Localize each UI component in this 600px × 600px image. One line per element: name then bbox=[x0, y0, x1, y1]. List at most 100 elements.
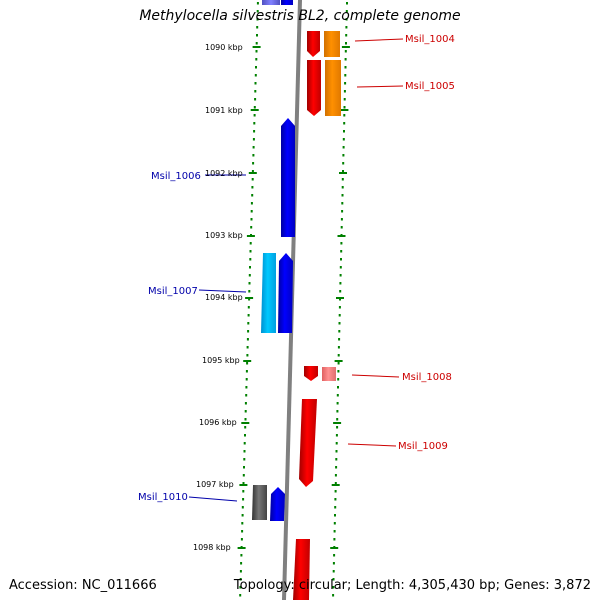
track-dots bbox=[239, 2, 348, 597]
track-dot bbox=[243, 450, 246, 453]
track-dot bbox=[335, 458, 338, 461]
track-dot bbox=[254, 98, 257, 101]
track-dot bbox=[244, 410, 247, 413]
track-dot bbox=[339, 274, 342, 277]
track-dot bbox=[239, 578, 242, 581]
gene-label-msil-1008: Msil_1008 bbox=[402, 372, 452, 383]
track-dot bbox=[242, 498, 245, 501]
track-dot bbox=[342, 170, 344, 173]
track-dot bbox=[252, 154, 255, 157]
track-dot bbox=[336, 418, 339, 421]
track-dot bbox=[244, 418, 247, 421]
track-dot bbox=[249, 242, 252, 245]
gene-label-msil-1006: Msil_1006 bbox=[151, 171, 201, 182]
gene-arrow-msil-1004-orange bbox=[324, 31, 340, 57]
track-dot bbox=[334, 514, 336, 517]
track-dot bbox=[345, 42, 347, 45]
track-dot bbox=[345, 18, 348, 21]
track-dot bbox=[246, 346, 249, 349]
track-dot bbox=[240, 554, 243, 557]
track-dot bbox=[254, 74, 257, 77]
track-dot bbox=[332, 578, 335, 581]
track-dot bbox=[339, 266, 342, 269]
outer-tick bbox=[341, 46, 350, 48]
track-dot bbox=[337, 362, 340, 365]
track-dot bbox=[239, 586, 242, 589]
outer-tick bbox=[331, 484, 340, 486]
track-dot bbox=[239, 594, 242, 597]
track-dot bbox=[255, 58, 258, 61]
track-dot bbox=[241, 514, 244, 517]
track-dot bbox=[240, 562, 243, 565]
track-dot bbox=[334, 490, 337, 493]
track-dot bbox=[338, 314, 341, 317]
tick-label: 1095 kbp bbox=[202, 356, 240, 365]
track-dot bbox=[343, 114, 346, 117]
track-dot bbox=[256, 26, 259, 29]
outer-tick bbox=[333, 422, 342, 424]
track-dot bbox=[339, 282, 342, 285]
track-dot bbox=[253, 106, 256, 109]
tick-label: 1094 kbp bbox=[205, 293, 243, 302]
track-dot bbox=[241, 530, 244, 533]
tick-label: 1098 kbp bbox=[193, 543, 231, 552]
tick-label: 1093 kbp bbox=[205, 231, 243, 240]
track-dot bbox=[332, 594, 335, 597]
track-dot bbox=[245, 394, 248, 397]
outer-tick bbox=[339, 172, 347, 174]
major-tick bbox=[237, 547, 246, 549]
track-dot bbox=[332, 570, 335, 573]
track-dot bbox=[337, 370, 340, 373]
track-dot bbox=[334, 482, 337, 485]
track-dot bbox=[338, 338, 341, 341]
track-dot bbox=[336, 426, 339, 429]
track-dot bbox=[248, 274, 251, 277]
major-tick bbox=[243, 360, 252, 362]
gene-arrow-msil-1009 bbox=[299, 399, 317, 487]
track-dot bbox=[247, 322, 250, 325]
track-dot bbox=[251, 170, 254, 173]
track-dot bbox=[341, 194, 344, 197]
track-dot bbox=[337, 354, 340, 357]
gene-arrow bbox=[293, 539, 310, 600]
track-dot bbox=[338, 330, 341, 333]
track-dot bbox=[334, 506, 337, 509]
track-dot bbox=[244, 402, 247, 405]
track-dot bbox=[252, 138, 255, 141]
track-dot bbox=[240, 538, 243, 541]
gene-arrow-msil-1005 bbox=[307, 60, 321, 116]
track-dot bbox=[247, 330, 250, 333]
track-dot bbox=[256, 34, 258, 37]
track-dot bbox=[333, 530, 336, 533]
gene-arrow-msil-1008-light bbox=[322, 367, 336, 381]
track-dot bbox=[342, 138, 345, 141]
scale-ticks bbox=[237, 46, 350, 549]
gene-label-msil-1004: Msil_1004 bbox=[405, 34, 455, 45]
track-dot bbox=[244, 434, 246, 437]
track-dot bbox=[242, 482, 245, 485]
track-dot bbox=[246, 362, 249, 365]
track-dot bbox=[335, 442, 338, 445]
track-dot bbox=[340, 218, 343, 221]
track-dot bbox=[346, 2, 348, 5]
track-dot bbox=[334, 498, 337, 501]
tick-label: 1090 kbp bbox=[205, 43, 243, 52]
track-dot bbox=[249, 250, 252, 253]
outer-tick bbox=[334, 360, 343, 362]
gene-label-msil-1009: Msil_1009 bbox=[398, 441, 448, 452]
outer-tick bbox=[336, 297, 344, 299]
track-dot bbox=[246, 354, 249, 357]
track-dot bbox=[343, 122, 346, 125]
track-dot bbox=[341, 178, 344, 181]
track-dot bbox=[250, 218, 253, 221]
track-dot bbox=[336, 394, 339, 397]
track-dot bbox=[242, 474, 245, 477]
track-dot bbox=[343, 98, 346, 101]
major-tick bbox=[245, 297, 254, 299]
major-tick bbox=[252, 46, 261, 48]
track-dot bbox=[343, 106, 346, 109]
track-dot bbox=[250, 202, 253, 205]
gene-arrow-msil-1008 bbox=[304, 366, 318, 381]
track-dot bbox=[248, 282, 251, 285]
track-dot bbox=[242, 490, 245, 493]
